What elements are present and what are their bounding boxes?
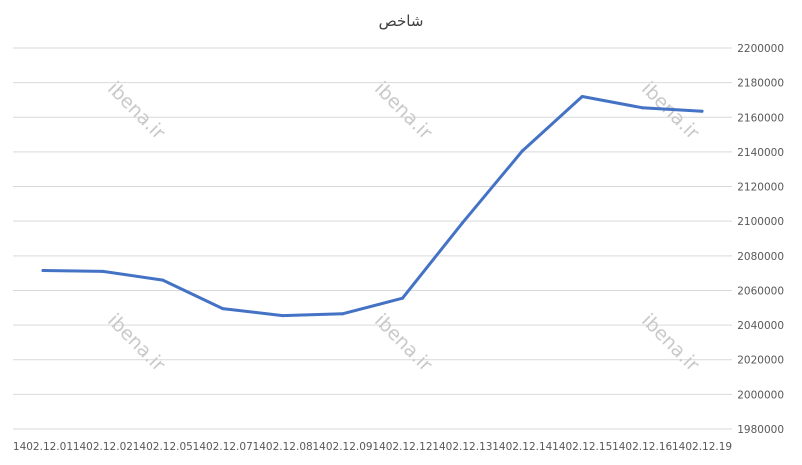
data-point [281,314,285,318]
watermark-text: ibena.ir [370,310,436,376]
x-tick-label: 1402.12.01 [13,441,73,453]
y-tick-label: 2040000 [737,320,784,332]
y-tick-label: 2160000 [737,112,784,124]
data-point [640,106,644,110]
y-tick-label: 1980000 [737,424,784,436]
data-point [520,149,524,153]
y-axis-ticks: 1980000 2000000 2020000 2040000 2060000 20800… [737,43,784,436]
x-tick-label: 1402.12.05 [133,441,193,453]
watermark-text: ibena.ir [637,310,703,376]
y-tick-label: 2140000 [737,147,784,159]
x-tick-label: 1402.12.13 [432,441,492,453]
y-tick-label: 2080000 [737,251,784,263]
y-tick-label: 2000000 [737,389,784,401]
x-tick-label: 1402.12.07 [193,441,253,453]
x-tick-label: 1402.12.15 [552,441,612,453]
data-point [460,221,464,225]
x-tick-label: 1402.12.12 [372,441,432,453]
data-point [101,269,105,273]
x-axis-ticks: 1402.12.01 1402.12.02 1402.12.05 1402.12.07… [13,441,732,453]
watermark-text: ibena.ir [103,310,169,376]
data-point [221,307,225,311]
x-tick-label: 1402.12.19 [672,441,732,453]
watermark-text: ibena.ir [103,78,169,144]
y-tick-label: 2020000 [737,355,784,367]
y-tick-label: 2180000 [737,78,784,90]
data-point [700,109,704,113]
watermark-text: ibena.ir [370,78,436,144]
x-tick-label: 1402.12.02 [73,441,133,453]
y-tick-label: 2200000 [737,43,784,55]
data-point [341,312,345,316]
watermarks: ibena.ir ibena.ir ibena.ir ibena.ir ibena.ir… [103,78,703,376]
data-point [161,278,165,282]
series-layer [41,94,704,318]
x-tick-label: 1402.12.09 [312,441,372,453]
data-point [400,296,404,300]
data-point [41,269,45,273]
y-tick-label: 2120000 [737,182,784,194]
data-point [580,94,584,98]
series-line [41,95,704,318]
x-tick-label: 1402.12.16 [612,441,672,453]
chart-title: شاخص [379,12,424,30]
gridlines [13,47,732,430]
x-tick-label: 1402.12.14 [492,441,552,453]
y-tick-label: 2100000 [737,216,784,228]
x-tick-label: 1402.12.08 [253,441,313,453]
y-tick-label: 2060000 [737,285,784,297]
